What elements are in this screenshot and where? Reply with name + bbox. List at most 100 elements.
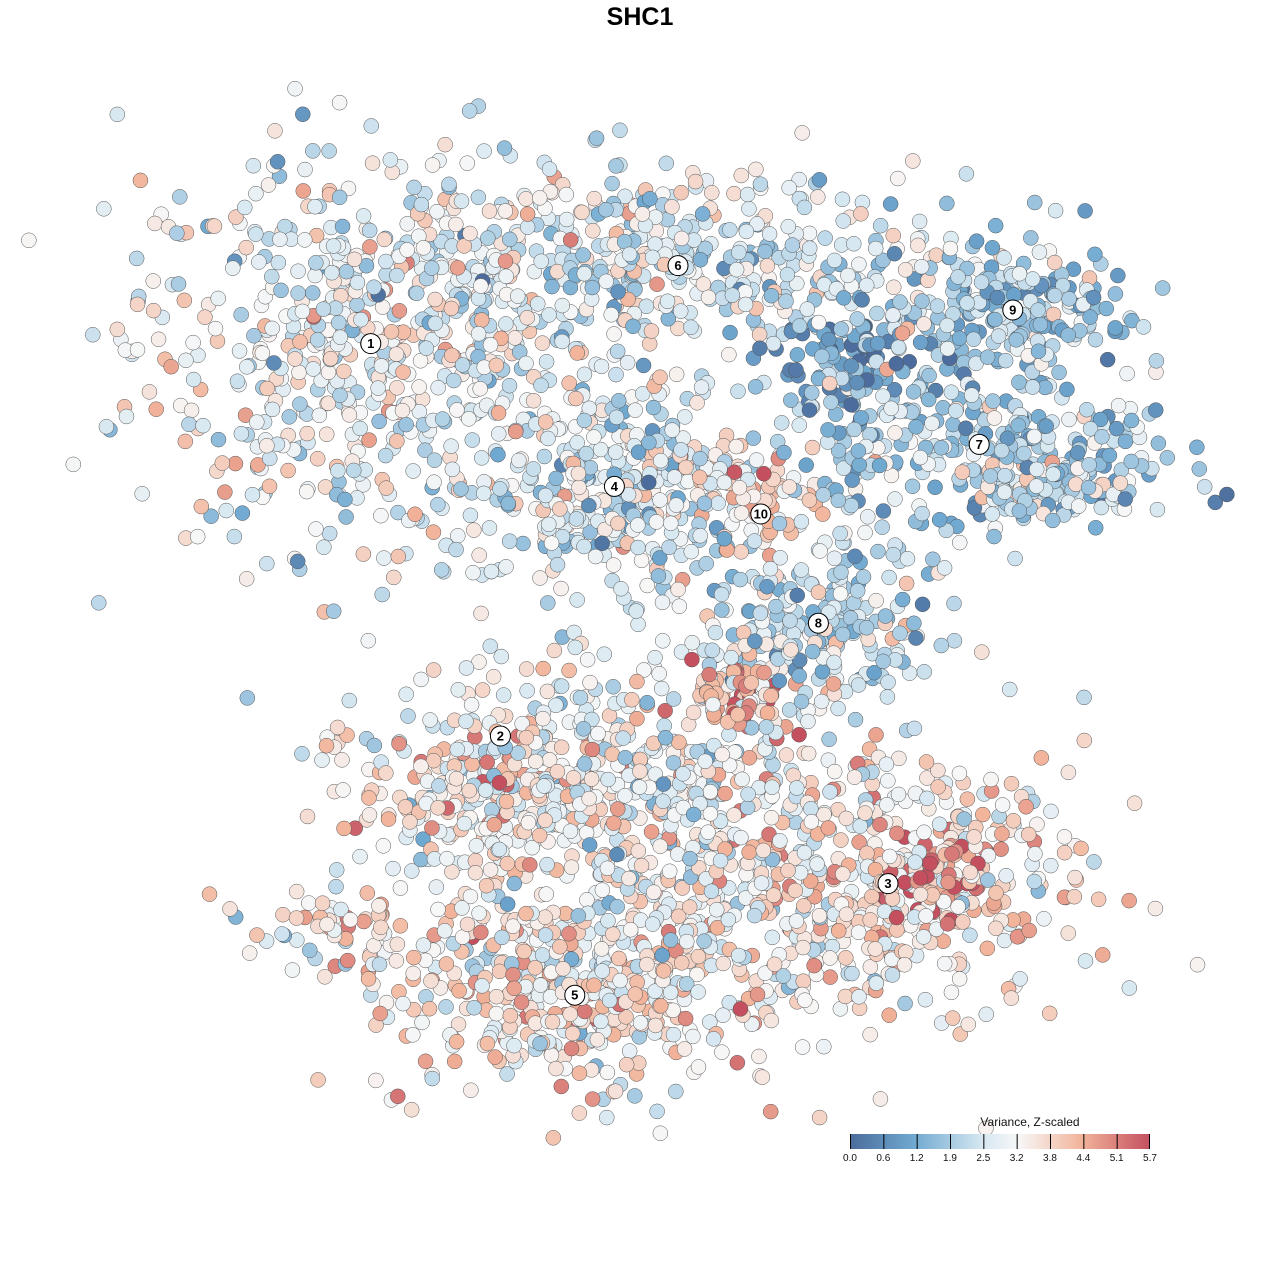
data-point xyxy=(1101,447,1118,464)
data-point xyxy=(376,550,392,566)
data-point xyxy=(915,929,932,945)
data-point xyxy=(355,208,372,224)
data-point xyxy=(544,278,560,295)
data-point xyxy=(800,713,816,730)
data-point xyxy=(391,303,408,319)
data-point xyxy=(645,884,662,900)
data-point xyxy=(424,157,441,173)
data-point xyxy=(658,155,675,172)
data-point xyxy=(852,818,868,834)
data-point xyxy=(466,1000,482,1016)
data-point xyxy=(763,287,780,304)
data-point xyxy=(290,285,306,301)
data-point xyxy=(633,552,650,569)
data-point xyxy=(262,450,278,467)
data-point xyxy=(869,305,885,322)
data-point xyxy=(430,800,446,816)
data-point xyxy=(280,462,296,479)
data-point xyxy=(653,998,669,1014)
data-point xyxy=(703,883,720,900)
data-point xyxy=(537,927,554,943)
data-point xyxy=(451,983,467,999)
data-point xyxy=(936,560,953,576)
data-point xyxy=(1076,689,1092,706)
data-point xyxy=(288,910,305,926)
data-point xyxy=(782,613,798,629)
data-point xyxy=(1150,435,1167,452)
data-point xyxy=(766,956,783,973)
data-point xyxy=(375,838,392,854)
data-point xyxy=(181,416,197,433)
data-point xyxy=(363,118,379,134)
data-point xyxy=(292,396,308,412)
data-point xyxy=(741,844,757,861)
data-point xyxy=(633,857,650,874)
data-point xyxy=(610,515,626,532)
data-point xyxy=(644,916,661,932)
data-point xyxy=(539,856,555,873)
data-point xyxy=(860,509,876,525)
data-point xyxy=(1030,302,1046,318)
data-point xyxy=(332,387,348,404)
data-point xyxy=(260,177,277,193)
data-point xyxy=(943,984,960,1001)
data-point xyxy=(336,820,352,837)
data-point xyxy=(905,384,922,400)
data-point xyxy=(329,719,346,736)
data-point xyxy=(883,400,899,417)
data-point xyxy=(482,638,499,654)
data-point xyxy=(746,533,763,549)
data-point xyxy=(325,238,342,254)
data-point xyxy=(722,222,738,238)
data-point xyxy=(324,264,340,281)
data-point xyxy=(649,1103,665,1120)
data-point xyxy=(641,434,657,451)
data-point xyxy=(398,686,414,703)
data-point xyxy=(973,274,990,290)
data-point xyxy=(395,995,411,1012)
data-point xyxy=(665,691,682,707)
data-point xyxy=(570,908,587,924)
data-point xyxy=(561,375,577,391)
data-point xyxy=(610,801,626,817)
data-point xyxy=(1079,401,1095,418)
data-point xyxy=(708,901,725,918)
data-point xyxy=(319,916,335,933)
data-point xyxy=(832,586,849,602)
data-point xyxy=(1046,287,1063,304)
data-point xyxy=(499,896,516,912)
data-point xyxy=(1090,891,1107,908)
data-point xyxy=(474,682,491,698)
data-point xyxy=(373,507,389,524)
data-point xyxy=(549,763,566,780)
data-point xyxy=(464,432,481,448)
data-point xyxy=(129,342,146,358)
cluster-label-text: 4 xyxy=(611,479,619,494)
data-point xyxy=(611,950,627,967)
data-point xyxy=(892,294,908,310)
data-point xyxy=(849,374,865,391)
data-point xyxy=(632,763,648,780)
data-point xyxy=(627,1088,643,1104)
data-point xyxy=(98,418,115,435)
legend-title: Variance, Z-scaled xyxy=(980,1115,1080,1129)
data-point xyxy=(1093,499,1110,516)
data-point xyxy=(498,268,514,285)
data-point xyxy=(797,992,813,1008)
data-point xyxy=(608,409,625,426)
data-point xyxy=(604,175,620,192)
data-point xyxy=(336,363,352,380)
data-point xyxy=(535,660,551,677)
data-point xyxy=(835,626,851,643)
data-point xyxy=(683,319,699,335)
data-point xyxy=(1098,300,1115,317)
data-point xyxy=(655,793,671,809)
data-point xyxy=(1077,203,1093,219)
data-point xyxy=(599,860,616,877)
data-point xyxy=(331,94,348,111)
data-point xyxy=(301,895,317,911)
data-point xyxy=(606,326,622,342)
data-point xyxy=(404,863,420,879)
data-point xyxy=(385,860,401,877)
data-point xyxy=(771,673,788,689)
